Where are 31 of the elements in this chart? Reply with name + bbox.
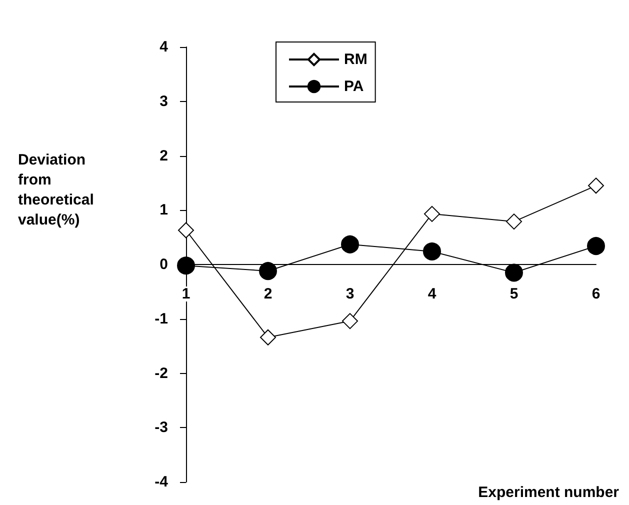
y-tick-label: 2 bbox=[160, 147, 168, 164]
x-tick-label: 3 bbox=[346, 286, 354, 302]
y-tick-label: -3 bbox=[154, 419, 168, 436]
point bbox=[505, 264, 523, 282]
y-axis-title: Deviation from theoretical value(%) bbox=[18, 152, 94, 228]
point bbox=[506, 214, 522, 230]
y-tick-label: 0 bbox=[160, 256, 168, 273]
point bbox=[424, 206, 440, 222]
y-tick-label: 3 bbox=[160, 92, 168, 110]
x-tick-label: 1 bbox=[182, 286, 190, 302]
legend-label: PA bbox=[344, 78, 364, 95]
point bbox=[588, 178, 604, 194]
y-tick-label: 1 bbox=[160, 202, 168, 219]
x-tick-label: 4 bbox=[428, 286, 437, 302]
x-tick-label: 5 bbox=[510, 286, 518, 302]
y-tick-label: -2 bbox=[154, 364, 168, 382]
point bbox=[587, 237, 605, 256]
point bbox=[177, 256, 195, 275]
point bbox=[341, 235, 359, 254]
point bbox=[342, 313, 358, 330]
x-axis-title: Experiment number bbox=[478, 484, 620, 501]
x-tick-label: 2 bbox=[264, 286, 272, 302]
y-tick-label: -1 bbox=[154, 310, 168, 328]
point bbox=[259, 262, 277, 280]
y-tick-label: -4 bbox=[154, 474, 169, 490]
y-tick-label: 4 bbox=[160, 38, 169, 56]
point bbox=[423, 242, 441, 260]
x-tick-label: 6 bbox=[592, 286, 600, 302]
point bbox=[178, 222, 194, 238]
legend-label: RM bbox=[344, 51, 368, 68]
point bbox=[260, 329, 276, 346]
